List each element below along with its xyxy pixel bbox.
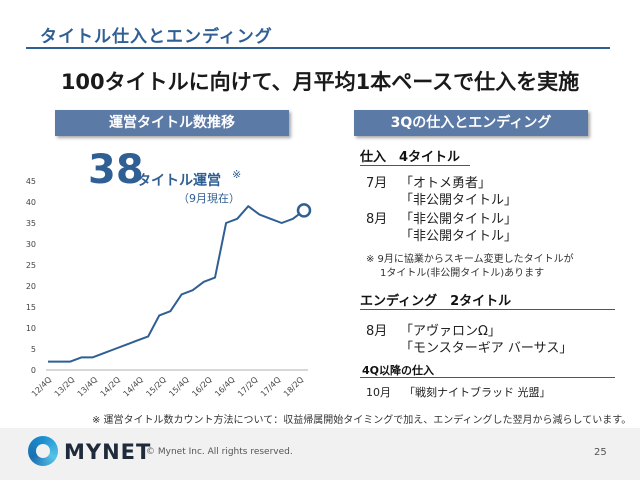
y-tick-label: 5 bbox=[31, 345, 36, 354]
y-tick-label: 30 bbox=[26, 240, 36, 249]
scheme-change-note: 1タイトル(非公開タイトル)あります bbox=[380, 268, 545, 279]
copyright: © Mynet Inc. All rights reserved. bbox=[146, 447, 293, 457]
ending-heading-underline bbox=[360, 309, 615, 310]
x-tick-label: 16/4Q bbox=[213, 375, 237, 399]
ending-row-title: 「モンスターギア バーサス」 bbox=[400, 341, 573, 356]
acquire-row-title: 「非公開タイトル」 bbox=[400, 193, 518, 208]
title-count-line-chart: 0 5 10 15 20 25 30 35 40 45 12/4Q 13/2Q 13/4Q 14/2Q 14… bbox=[26, 177, 312, 399]
ending-row-title: 「アヴァロンΩ」 bbox=[400, 324, 501, 339]
headline: 100タイトルに向けて、月平均1本ペースで仕入を実施 bbox=[60, 70, 580, 94]
x-tick-label: 15/4Q bbox=[167, 375, 191, 399]
current-value-marker bbox=[296, 203, 312, 218]
ending-heading: エンディング 2タイトル bbox=[360, 294, 512, 309]
y-tick-label: 45 bbox=[26, 177, 36, 186]
count-method-footnote: ※ 運営タイトル数カウント方法について：収益帰属開始タイミングで加え、エンディン… bbox=[92, 415, 632, 426]
acquire-row-month: 8月 bbox=[366, 212, 388, 227]
acquire-row-title: 「オトメ勇者」 bbox=[400, 176, 492, 191]
slide-title: タイトル仕入とエンディング bbox=[40, 27, 273, 47]
mynet-logo-text: MYNET bbox=[64, 440, 152, 464]
title-count-asterisk: ※ bbox=[232, 168, 242, 181]
mynet-logo-icon bbox=[28, 436, 58, 466]
x-tick-label: 13/2Q bbox=[53, 375, 77, 399]
operating-titles-pill: 運営タイトル数推移 bbox=[55, 110, 289, 136]
y-tick-label: 40 bbox=[26, 198, 36, 207]
x-tick-label: 17/4Q bbox=[259, 375, 283, 399]
q4-row-title: 「戦刻ナイトブラッド 光盟」 bbox=[404, 386, 551, 399]
y-tick-label: 35 bbox=[26, 219, 36, 228]
q4-row-month: 10月 bbox=[366, 386, 391, 399]
x-tick-label: 13/4Q bbox=[76, 375, 100, 399]
title-count-date: （9月現在） bbox=[178, 192, 240, 205]
q4-heading-underline bbox=[360, 377, 615, 378]
ending-row-month: 8月 bbox=[366, 324, 388, 339]
x-tick-label: 17/2Q bbox=[236, 375, 260, 399]
page-number: 25 bbox=[594, 447, 607, 458]
y-tick-label: 0 bbox=[31, 366, 36, 375]
acquire-heading-underline bbox=[360, 165, 470, 166]
title-underline bbox=[26, 47, 610, 49]
title-count-label: タイトル運営 bbox=[137, 173, 221, 189]
scheme-change-note: ※ 9月に協業からスキーム変更したタイトルが bbox=[366, 254, 574, 265]
title-count-number: 38 bbox=[88, 147, 144, 193]
acquire-row-month: 7月 bbox=[366, 176, 388, 191]
x-tick-label: 14/4Q bbox=[122, 375, 146, 399]
acquire-heading: 仕入 4タイトル bbox=[360, 150, 461, 165]
acquire-row-title: 「非公開タイトル」 bbox=[400, 229, 518, 244]
x-tick-label: 16/2Q bbox=[190, 375, 214, 399]
series-line bbox=[48, 205, 305, 363]
q3-acquire-ending-pill: 3Qの仕入とエンディング bbox=[354, 110, 588, 136]
y-tick-label: 25 bbox=[26, 261, 36, 270]
acquire-row-title: 「非公開タイトル」 bbox=[400, 212, 518, 227]
q4-heading: 4Q以降の仕入 bbox=[362, 364, 435, 377]
x-tick-label: 18/2Q bbox=[282, 375, 306, 399]
x-tick-label: 14/2Q bbox=[99, 375, 123, 399]
footer-band bbox=[0, 428, 640, 480]
x-tick-label: 12/4Q bbox=[30, 375, 54, 399]
y-tick-label: 10 bbox=[26, 324, 36, 333]
x-tick-label: 15/2Q bbox=[144, 375, 168, 399]
y-tick-label: 15 bbox=[26, 303, 36, 312]
y-tick-label: 20 bbox=[26, 282, 36, 291]
